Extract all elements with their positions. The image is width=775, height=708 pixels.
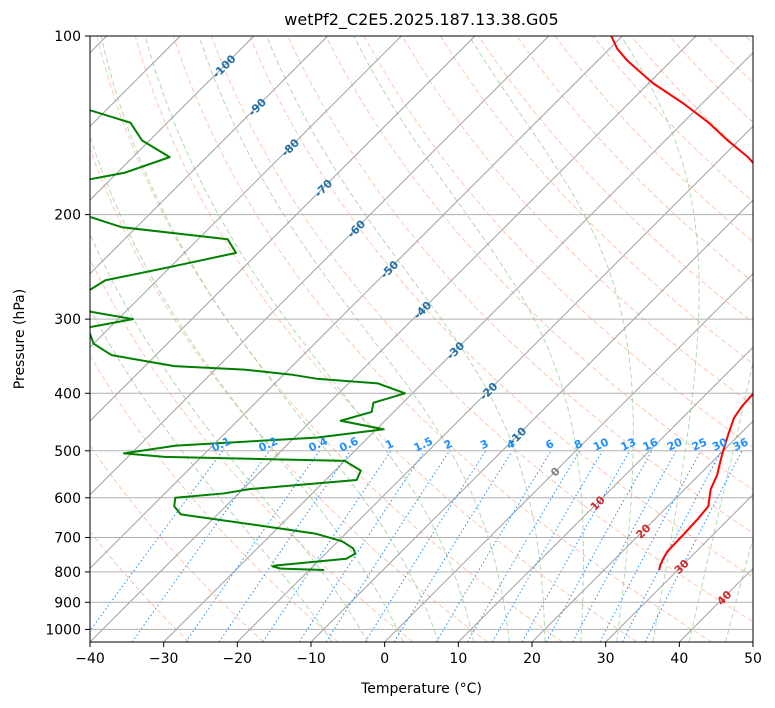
y-tick-label: 200 (54, 208, 81, 224)
dewpoint-line (90, 109, 407, 571)
dry-adiabat-line (134, 36, 638, 642)
dry-adiabat-line (440, 36, 753, 365)
moist-adiabat-line (620, 36, 700, 642)
moist-adiabat-line (90, 135, 404, 642)
plot-frame (89, 35, 754, 643)
moist-adiabat-line (198, 36, 510, 642)
y-axis-label: Pressure (hPa) (12, 289, 28, 389)
x-tick-label: 50 (744, 651, 762, 667)
mixing-ratio-label: 25 (690, 436, 709, 454)
x-axis-ticks: −40 −30 −20 −10 0 10 20 30 40 50 (75, 642, 762, 667)
dry-adiabat-line (249, 36, 753, 578)
isotherm-line (90, 36, 697, 642)
mixing-ratio-line (131, 450, 271, 642)
mixing-ratio-label: 16 (641, 435, 661, 453)
x-tick-label: −40 (75, 651, 105, 667)
sounding-series (90, 36, 753, 571)
x-tick-label: 40 (670, 651, 688, 667)
mixing-ratio-line (491, 450, 603, 642)
isotherm-line (457, 346, 753, 642)
moist-adiabat-line (725, 536, 753, 642)
dry-adiabat-line (325, 36, 753, 491)
mixing-ratio-line (572, 450, 677, 642)
mixing-ratio-line (364, 450, 487, 642)
isotherm-line (90, 36, 255, 201)
isotherm-line (90, 36, 550, 496)
y-tick-label: 900 (54, 595, 81, 611)
x-tick-label: 0 (380, 651, 389, 667)
x-tick-label: −10 (296, 651, 326, 667)
moist-adiabat-line (144, 36, 475, 642)
dry-adiabat-line (554, 36, 753, 243)
mixing-ratio-lines (90, 450, 743, 642)
isotherm-line (90, 36, 329, 275)
pressure-gridlines (90, 36, 753, 630)
dry-adiabat-line (287, 36, 753, 534)
x-tick-label: −30 (149, 651, 179, 667)
mixing-ratio-label: 10 (591, 435, 611, 453)
y-tick-label: 600 (54, 491, 81, 507)
dry-adiabat-line (90, 354, 339, 642)
isotherm-line (90, 36, 476, 422)
x-tick-label: 30 (597, 651, 615, 667)
isotherm-line (163, 51, 753, 642)
isotherm-line (90, 36, 623, 570)
isotherm-line (90, 36, 402, 349)
temperature-line (610, 36, 753, 571)
y-tick-label: 1000 (45, 622, 81, 638)
mixing-ratio-line (435, 450, 552, 642)
y-axis-ticks: 100 200 300 400 500 600 700 800 900 1000 (45, 29, 90, 638)
mixing-ratio-line (545, 450, 653, 642)
moist-adiabats (90, 36, 753, 642)
y-tick-label: 800 (54, 565, 81, 581)
mixing-ratio-label: 36 (731, 435, 751, 453)
isotherm-line (605, 493, 753, 642)
moist-adiabat-line (90, 232, 369, 642)
mixing-ratio-line (467, 450, 581, 642)
y-tick-label: 400 (54, 386, 81, 402)
moist-adiabat-line (266, 36, 546, 642)
dry-adiabat-line (90, 147, 488, 642)
y-tick-label: 100 (54, 29, 81, 45)
moist-adiabat-line (688, 359, 753, 642)
y-tick-label: 700 (54, 531, 81, 547)
mixing-ratio-label: 20 (665, 435, 685, 453)
mixing-ratio-line (393, 450, 513, 642)
isotherm-line (384, 272, 753, 642)
dry-adiabat-line (401, 36, 753, 406)
y-tick-label: 300 (54, 312, 81, 328)
dry-adiabat-line (172, 36, 712, 642)
dry-adiabat-line (211, 36, 753, 623)
isotherm-line (531, 420, 753, 642)
x-tick-label: 10 (449, 651, 467, 667)
moist-adiabat-line (90, 307, 333, 642)
dry-adiabat-line (592, 36, 753, 203)
chart-title: wetPf2_C2E5.2025.187.13.38.G05 (284, 10, 558, 30)
moist-adiabat-line (353, 36, 584, 642)
dry-adiabat-line (478, 36, 753, 324)
plot-area: 0.1 0.2 0.4 0.6 1 1.5 2 3 4 6 8 10 13 16 20 25 30 36-100-… (90, 36, 753, 642)
moist-adiabat-line (100, 36, 439, 642)
dry-adiabat-line (90, 530, 190, 642)
mixing-ratio-line (325, 450, 450, 642)
mixing-ratio-label: 30 (710, 435, 730, 453)
x-tick-label: −20 (223, 651, 253, 667)
mixing-ratio-line (521, 450, 631, 642)
x-axis-label: Temperature (°C) (360, 681, 482, 697)
y-tick-label: 500 (54, 444, 81, 460)
x-tick-label: 20 (523, 651, 541, 667)
mixing-ratio-line (185, 450, 320, 642)
mixing-ratio-label: 13 (619, 436, 638, 454)
isotherm-line (310, 199, 753, 642)
